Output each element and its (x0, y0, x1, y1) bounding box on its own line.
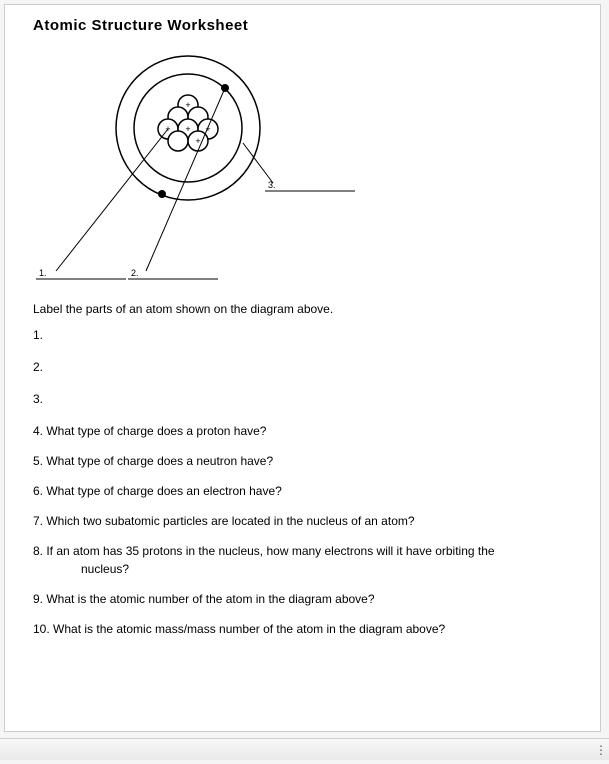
question-8-cont: nucleus? (33, 562, 572, 576)
status-bar (0, 738, 609, 760)
atom-diagram: +++++1.2.3. (33, 38, 572, 298)
svg-text:+: + (195, 136, 200, 146)
question-6: 6. What type of charge does an electron … (33, 484, 572, 498)
worksheet-page: Atomic Structure Worksheet +++++1.2.3. L… (4, 4, 601, 732)
question-3: 3. (33, 392, 572, 406)
page-title: Atomic Structure Worksheet (33, 17, 572, 34)
question-4: 4. What type of charge does a proton hav… (33, 424, 572, 438)
svg-text:2.: 2. (131, 268, 139, 278)
atom-diagram-svg: +++++1.2.3. (18, 33, 378, 293)
question-5: 5. What type of charge does a neutron ha… (33, 454, 572, 468)
question-7: 7. Which two subatomic particles are loc… (33, 514, 572, 528)
question-10: 10. What is the atomic mass/mass number … (33, 622, 572, 636)
question-9: 9. What is the atomic number of the atom… (33, 592, 572, 606)
svg-text:+: + (185, 100, 190, 110)
question-1: 1. (33, 328, 572, 342)
svg-text:+: + (185, 124, 190, 134)
svg-text:1.: 1. (39, 268, 47, 278)
svg-text:3.: 3. (268, 180, 276, 190)
instruction-text: Label the parts of an atom shown on the … (33, 302, 572, 316)
question-8: 8. If an atom has 35 protons in the nucl… (33, 544, 572, 558)
question-2: 2. (33, 360, 572, 374)
resize-icon: ⋮ (595, 743, 607, 757)
